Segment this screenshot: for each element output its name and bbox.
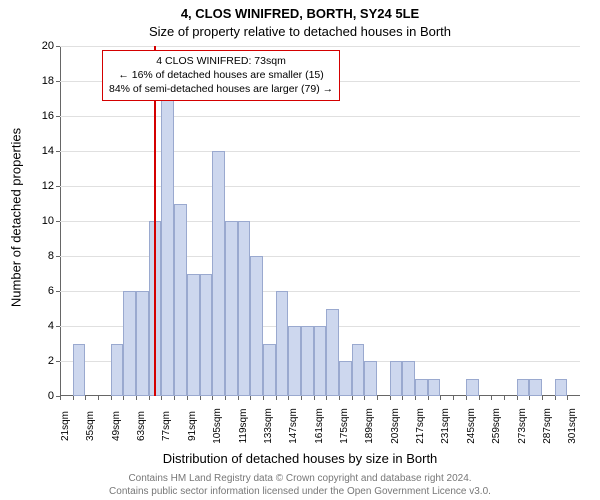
ytick-label: 14 [30, 145, 54, 157]
xtick-mark [479, 396, 480, 400]
ytick-label: 16 [30, 110, 54, 122]
histogram-bar [428, 379, 441, 397]
histogram-bar [250, 256, 263, 396]
histogram-bar [212, 151, 225, 396]
xtick-label: 203sqm [390, 396, 401, 456]
xtick-label: 91sqm [187, 396, 198, 456]
histogram-bar [123, 291, 136, 396]
xtick-mark [174, 396, 175, 400]
xtick-mark [428, 396, 429, 400]
xtick-mark [529, 396, 530, 400]
histogram-bar [111, 344, 124, 397]
xtick-label: 105sqm [212, 396, 223, 456]
xtick-mark [504, 396, 505, 400]
xtick-mark [301, 396, 302, 400]
xtick-label: 175sqm [339, 396, 350, 456]
histogram-bar [73, 344, 86, 397]
xtick-mark [453, 396, 454, 400]
histogram-bar [326, 309, 339, 397]
histogram-bar [390, 361, 403, 396]
xtick-label: 287sqm [542, 396, 553, 456]
chart-page: { "title_line1": "4, CLOS WINIFRED, BORT… [0, 0, 600, 500]
histogram-bar [529, 379, 542, 397]
histogram-bar [225, 221, 238, 396]
chart-title-address: 4, CLOS WINIFRED, BORTH, SY24 5LE [0, 6, 600, 21]
histogram-bar [200, 274, 213, 397]
histogram-bar [402, 361, 415, 396]
xtick-mark [149, 396, 150, 400]
histogram-bar [314, 326, 327, 396]
annotation-box: 4 CLOS WINIFRED: 73sqm← 16% of detached … [102, 50, 340, 101]
xtick-mark [352, 396, 353, 400]
histogram-bar [136, 291, 149, 396]
footer-line-1: Contains HM Land Registry data © Crown c… [0, 473, 600, 486]
ytick-label: 0 [30, 390, 54, 402]
ytick-label: 12 [30, 180, 54, 192]
ytick-label: 18 [30, 75, 54, 87]
histogram-bar [301, 326, 314, 396]
ytick-label: 4 [30, 320, 54, 332]
xtick-label: 147sqm [288, 396, 299, 456]
xtick-label: 63sqm [136, 396, 147, 456]
histogram-bar [276, 291, 289, 396]
plot-area: 0246810121416182021sqm35sqm49sqm63sqm77s… [60, 46, 580, 396]
xtick-label: 49sqm [111, 396, 122, 456]
xtick-mark [377, 396, 378, 400]
footer-line-2: Contains public sector information licen… [0, 486, 600, 499]
ytick-label: 20 [30, 40, 54, 52]
xtick-label: 119sqm [238, 396, 249, 456]
xtick-mark [98, 396, 99, 400]
xtick-label: 77sqm [161, 396, 172, 456]
xtick-label: 189sqm [364, 396, 375, 456]
xtick-mark [402, 396, 403, 400]
ytick-label: 6 [30, 285, 54, 297]
annotation-line-2: ← 16% of detached houses are smaller (15… [109, 68, 333, 82]
xtick-label: 259sqm [491, 396, 502, 456]
xtick-label: 273sqm [517, 396, 528, 456]
y-axis-label: Number of detached properties [9, 68, 24, 368]
xtick-label: 231sqm [440, 396, 451, 456]
histogram-bar [339, 361, 352, 396]
xtick-label: 161sqm [314, 396, 325, 456]
ytick-label: 2 [30, 355, 54, 367]
xtick-label: 35sqm [85, 396, 96, 456]
histogram-bar [288, 326, 301, 396]
chart-title-subtitle: Size of property relative to detached ho… [0, 24, 600, 39]
histogram-bar [263, 344, 276, 397]
xtick-mark [250, 396, 251, 400]
annotation-line-1: 4 CLOS WINIFRED: 73sqm [109, 54, 333, 68]
histogram-bar [466, 379, 479, 397]
xtick-mark [225, 396, 226, 400]
xtick-label: 217sqm [415, 396, 426, 456]
histogram-bar [517, 379, 530, 397]
histogram-bar [364, 361, 377, 396]
histogram-bar [238, 221, 251, 396]
xtick-label: 21sqm [60, 396, 71, 456]
y-axis-label-wrap: Number of detached properties [6, 0, 20, 500]
xtick-mark [200, 396, 201, 400]
xtick-label: 301sqm [567, 396, 578, 456]
footer-attribution: Contains HM Land Registry data © Crown c… [0, 473, 600, 498]
xtick-label: 133sqm [263, 396, 274, 456]
histogram-bar [415, 379, 428, 397]
xtick-mark [555, 396, 556, 400]
xtick-mark [326, 396, 327, 400]
ytick-label: 8 [30, 250, 54, 262]
ytick-label: 10 [30, 215, 54, 227]
xtick-label: 245sqm [466, 396, 477, 456]
xtick-mark [73, 396, 74, 400]
histogram-bar [352, 344, 365, 397]
histogram-bar [174, 204, 187, 397]
xtick-mark [276, 396, 277, 400]
histogram-bar [161, 81, 174, 396]
histogram-bar [187, 274, 200, 397]
histogram-bar [555, 379, 568, 397]
xtick-mark [123, 396, 124, 400]
annotation-line-3: 84% of semi-detached houses are larger (… [109, 82, 333, 96]
x-axis-label: Distribution of detached houses by size … [0, 451, 600, 466]
